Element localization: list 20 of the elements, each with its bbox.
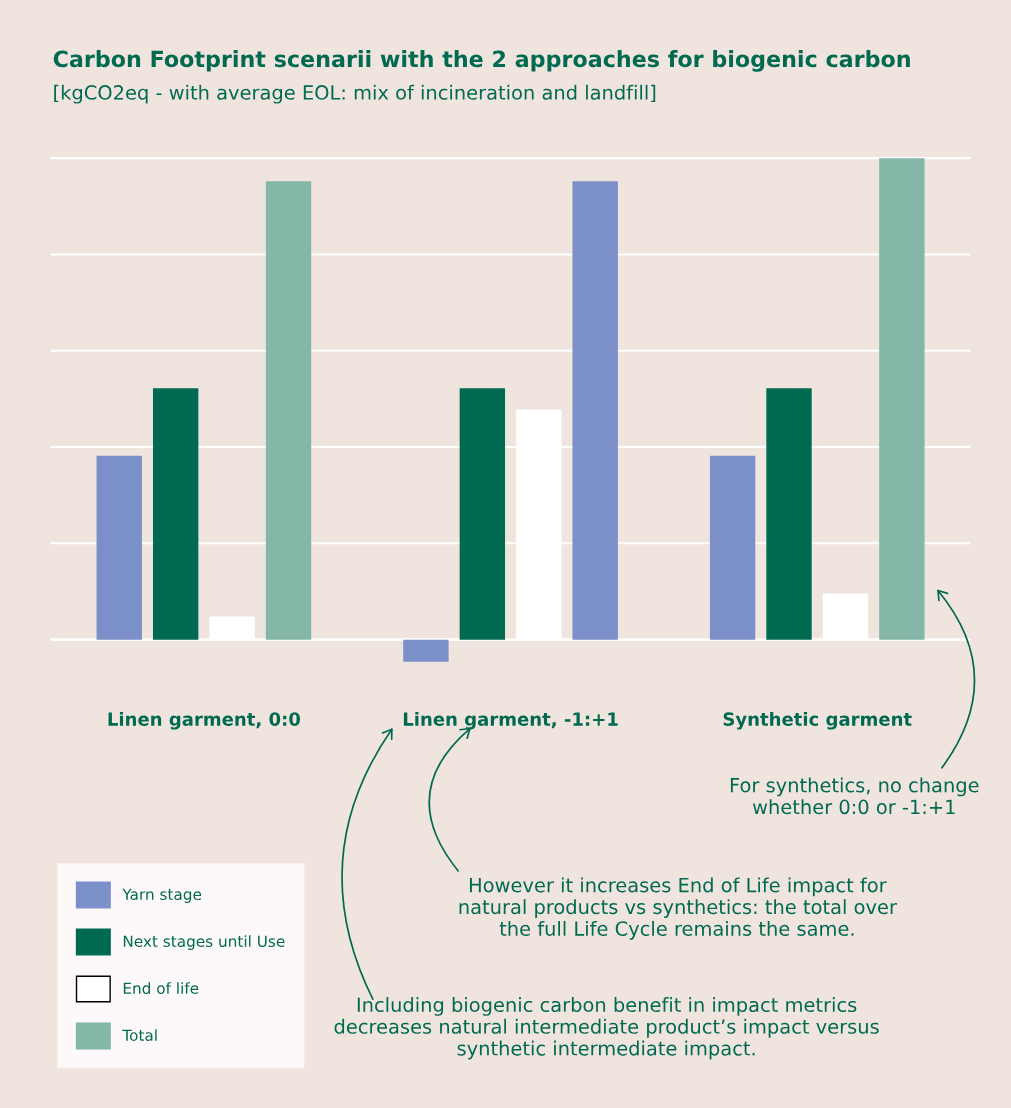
x-tick-label: Linen garment, -1:+1 — [403, 711, 618, 730]
text: Including biogenic carbon benefit in impact metrics decreases natural intermediate product’s impact versus synthetic intermediate impact. — [334, 997, 879, 1060]
text: However it increases End of Life impact for natural products vs synthetics: the total over the full Life Cycle remains the same. — [459, 877, 897, 940]
text: For synthetics, no change whether 0:0 or -1:+1 — [730, 777, 979, 815]
bar — [403, 639, 449, 662]
legend-label: Next stages until Use — [123, 935, 285, 950]
legend-label: End of life — [123, 982, 199, 995]
bar — [265, 181, 312, 640]
bar — [96, 455, 142, 640]
bar — [152, 388, 199, 640]
chart-subtitle: [kgCO2eq - with average EOL: mix of incineration and landfill] — [54, 84, 656, 104]
bar — [879, 158, 925, 640]
chart-title: Carbon Footprint scenarii with the 2 approaches for biogenic carbon — [53, 50, 910, 72]
bar — [459, 388, 506, 640]
x-tick-label: Synthetic garment — [723, 711, 912, 730]
bar — [766, 388, 812, 640]
x-tick-label: Linen garment, 0:0 — [108, 711, 301, 730]
legend-label: Total — [122, 1029, 157, 1041]
bar — [709, 455, 756, 640]
legend-label: Yarn stage — [122, 888, 202, 904]
